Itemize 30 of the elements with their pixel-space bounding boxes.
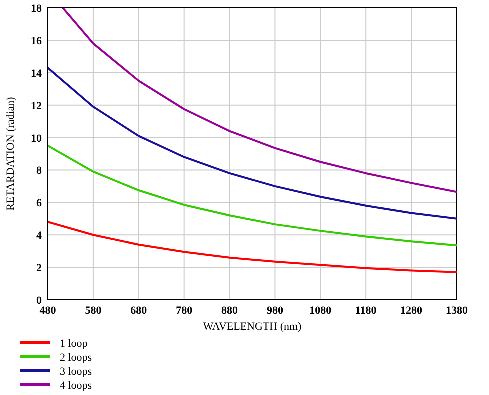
x-tick-label: 880 — [222, 305, 239, 317]
y-tick-label: 0 — [36, 295, 42, 307]
legend-label: 2 loops — [60, 352, 92, 364]
legend-label: 3 loops — [60, 366, 92, 378]
y-tick-label: 2 — [36, 262, 42, 275]
y-tick-label: 12 — [31, 100, 42, 112]
y-tick-label: 10 — [31, 132, 42, 145]
line-series — [48, 67, 457, 220]
y-tick-label: 6 — [36, 198, 42, 210]
x-tick-label: 780 — [176, 305, 194, 317]
x-tick-label: 1380 — [446, 305, 468, 317]
legend-label: 1 loop — [60, 338, 88, 350]
y-tick-label: 4 — [36, 230, 42, 242]
x-tick-label: 1180 — [355, 305, 378, 317]
x-axis-title: WAVELENGTH (nm) — [203, 321, 302, 333]
legend-label: 4 loops — [60, 380, 92, 392]
y-tick-label: 8 — [36, 165, 42, 178]
y-tick-label: 14 — [31, 68, 42, 80]
line-series — [48, 144, 457, 247]
y-axis-title: RETARDATION (radian) — [5, 96, 17, 211]
line-series — [48, 221, 457, 274]
x-tick-label: 980 — [266, 305, 284, 317]
x-tick-label: 1080 — [310, 305, 332, 317]
y-tick-label: 18 — [31, 3, 42, 15]
x-tick-label: 480 — [40, 305, 57, 317]
x-tick-label: 1280 — [400, 305, 424, 317]
line-series — [62, 8, 457, 194]
x-tick-label: 680 — [130, 305, 148, 317]
x-tick-label: 580 — [85, 305, 102, 317]
y-tick-label: 16 — [31, 35, 42, 48]
